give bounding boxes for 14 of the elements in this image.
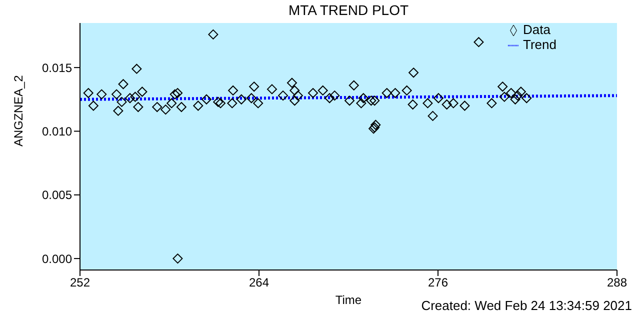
text: Created: Wed Feb 24 13:34:59 2021 [421,298,632,313]
x-tick-label: 276 [428,276,448,290]
y-tick-label: 0.005 [42,188,72,202]
y-tick-label: 0.010 [42,124,72,138]
chart-title: MTA TREND PLOT [287,2,410,18]
x-tick-label: 252 [70,276,90,290]
y-tick-label: 0.000 [42,252,72,266]
x-tick-label: 264 [248,276,270,290]
y-axis-title: ANGZNEA_2 [11,74,26,146]
legend-label: Data [523,22,550,37]
x-tick-label: 288 [606,276,628,290]
y-tick-label: 0.015 [42,60,72,75]
legend-label: Trend [523,37,556,52]
x-axis-title: Time [335,293,362,307]
